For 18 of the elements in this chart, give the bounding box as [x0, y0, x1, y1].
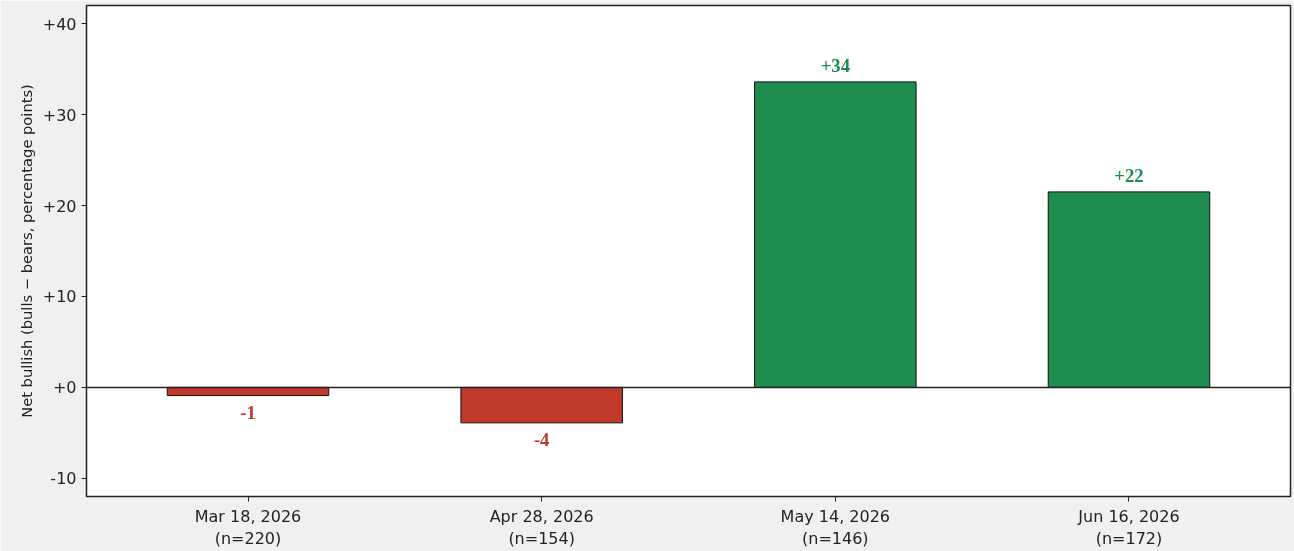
- x-tick-label: Apr 28, 2026 (n=154): [489, 506, 594, 549]
- y-tick-label: +40: [42, 14, 77, 34]
- y-axis-title: Net bullish (bulls − bears, percentage points): [17, 84, 35, 418]
- data-label: +34: [820, 54, 850, 76]
- bar: [1047, 191, 1211, 388]
- x-tick-label: Mar 18, 2026 (n=220): [194, 506, 302, 549]
- bar: [754, 81, 917, 388]
- x-tick-label: Jun 16, 2026 (n=172): [1077, 506, 1180, 549]
- y-tick-label: +30: [42, 105, 77, 125]
- data-label: -4: [533, 428, 550, 450]
- y-tick-label: +10: [42, 287, 77, 307]
- bar: [460, 386, 623, 424]
- y-tick-label: +20: [42, 196, 77, 216]
- data-label: +22: [1114, 164, 1144, 186]
- y-tick-label: -10: [50, 469, 77, 489]
- data-label: -1: [240, 401, 256, 423]
- x-tick-label: May 14, 2026 (n=146): [780, 506, 891, 549]
- y-tick-label: +0: [52, 378, 77, 398]
